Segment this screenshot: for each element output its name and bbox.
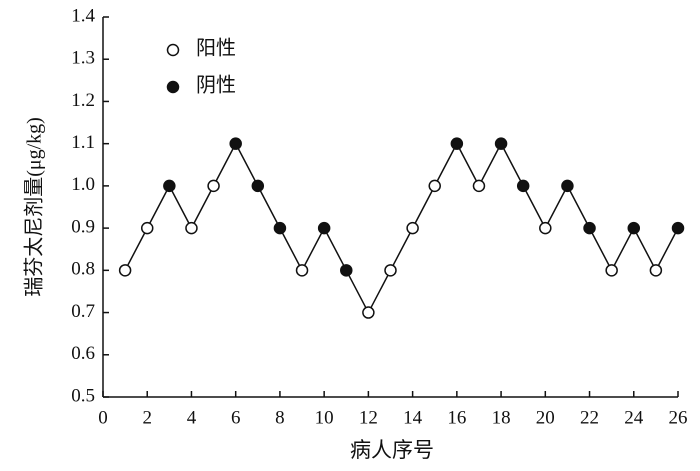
data-point [539,221,552,235]
data-point [163,179,176,193]
x-tick-label: 6 [231,407,241,428]
y-tick-label: 1.2 [71,90,95,111]
data-line [124,142,679,315]
x-axis-label: 病人序号 [350,438,434,462]
x-tick-label: 2 [142,407,152,428]
x-tick-label: 14 [403,407,423,428]
x-tick-label: 16 [447,407,466,428]
y-tick-label: 0.6 [71,343,95,364]
x-tick-label: 18 [492,407,511,428]
data-point [185,221,198,235]
data-point [406,221,419,235]
data-point [229,137,242,150]
data-point [428,179,441,193]
legend-marker [166,43,180,57]
x-tick-label: 0 [98,407,108,428]
x-tick-label: 20 [536,407,555,428]
data-point [295,264,309,277]
legend-label: 阴性 [196,74,236,97]
data-point [273,221,287,235]
data-point [207,179,220,193]
data-point [384,264,397,277]
data-point [251,179,265,193]
data-point [627,221,641,235]
y-tick-label: 0.7 [71,301,95,322]
data-point [671,221,685,235]
data-point [649,264,663,277]
x-tick-label: 4 [187,407,197,428]
legend-label: 阳性 [196,37,236,60]
x-tick-label: 8 [275,407,285,428]
y-tick-label: 0.5 [71,385,95,406]
y-tick-label: 0.8 [71,259,95,280]
data-point [317,221,331,235]
data-point [472,179,486,193]
data-point [605,264,618,277]
y-tick-label: 1.0 [71,174,95,195]
data-point [561,179,574,193]
y-tick-label: 1.1 [71,132,95,153]
x-tick-label: 10 [315,407,334,428]
data-point [494,137,508,150]
data-point [583,221,596,235]
y-axis-label: 瑞芬太尼剂量(μg/kg) [23,117,46,297]
x-tick-label: 26 [669,407,688,428]
data-point [140,221,154,235]
y-tick-label: 0.9 [71,216,95,237]
data-point [516,179,530,193]
data-point [118,264,132,277]
data-point [450,137,464,150]
y-tick-label: 1.4 [71,5,95,26]
data-point [362,306,375,319]
x-tick-label: 22 [580,407,599,428]
x-tick-label: 24 [624,407,644,428]
legend-marker [166,80,180,94]
data-point [340,264,353,277]
x-tick-label: 12 [359,407,378,428]
y-tick-label: 1.3 [71,48,95,69]
